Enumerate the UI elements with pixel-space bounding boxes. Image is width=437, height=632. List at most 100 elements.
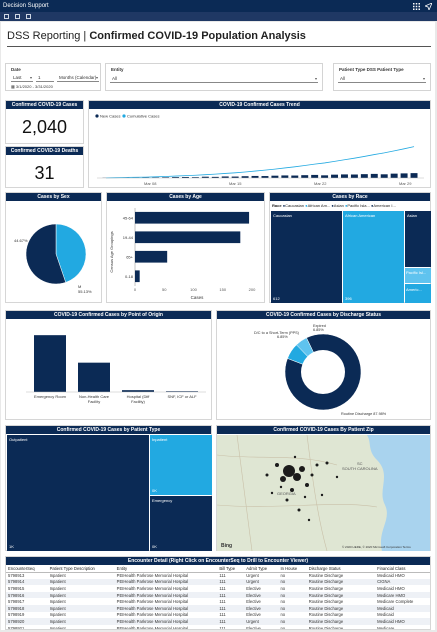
age-category-label: 65+ bbox=[126, 254, 133, 259]
race-tile-american-indian[interactable]: Americ... bbox=[405, 284, 431, 303]
table-row[interactable]: 5798913 Inpatient PEIHealth Parkrose Memor… bbox=[6, 572, 430, 579]
race-tile-pacific[interactable]: Pacific Isl... bbox=[405, 268, 431, 283]
bookmark-icon[interactable] bbox=[15, 14, 20, 19]
age-ylabel: Census Age Groupings bbox=[109, 231, 114, 272]
table-row[interactable]: 5798915 Inpatient PEIHealth Parkrose Memor… bbox=[6, 585, 430, 592]
patient-type-select[interactable]: All ▾ bbox=[338, 76, 426, 83]
origin-chart-card: COVID-19 Confirmed Cases by Point of Ori… bbox=[5, 310, 212, 420]
table-cell: Inpatient bbox=[49, 585, 66, 591]
encounterseq-cell[interactable]: 5798916 bbox=[6, 591, 48, 599]
table-row[interactable]: 5798916 Inpatient PEIHealth Parkrose Memor… bbox=[6, 591, 430, 599]
calendar-icon[interactable]: ▦ bbox=[11, 84, 16, 89]
col-patient-type[interactable]: Patient Type Description bbox=[47, 565, 115, 573]
send-icon[interactable] bbox=[425, 2, 432, 10]
trend-bar bbox=[211, 176, 219, 178]
table-cell: Urgent bbox=[244, 578, 279, 586]
race-tile-asian[interactable]: Asian bbox=[405, 211, 431, 267]
sex-chart-card: Cases by Sex 44.67% M 55.13% bbox=[5, 192, 102, 303]
origin-bar[interactable] bbox=[122, 390, 154, 392]
table-cell: Routine Discharge bbox=[308, 573, 344, 579]
map-state-sc: SOUTH CAROLINA bbox=[342, 466, 378, 471]
race-tile-caucasian[interactable]: Caucasian 612 bbox=[271, 211, 342, 303]
origin-chart-title: COVID-19 Confirmed Cases by Point of Ori… bbox=[6, 311, 211, 319]
date-mode-select[interactable]: Last ▾ bbox=[11, 75, 33, 82]
age-bar-0-18[interactable] bbox=[135, 270, 140, 283]
origin-bar[interactable] bbox=[166, 391, 198, 392]
origin-category-label: Emergency Room bbox=[34, 394, 67, 399]
age-x-tick: 50 bbox=[162, 287, 167, 292]
encounterseq-cell[interactable]: 5798914 bbox=[6, 578, 48, 586]
patient-type-tile-outpatient[interactable]: Outpatient 1K bbox=[7, 435, 149, 551]
origin-category-label: Facility bbox=[88, 399, 100, 404]
encounterseq-cell[interactable]: 5798917 bbox=[8, 599, 25, 605]
grid-apps-icon[interactable] bbox=[413, 2, 420, 10]
col-discharge-status[interactable]: Discharge Status bbox=[306, 565, 376, 573]
trend-bar bbox=[321, 175, 329, 178]
col-financial-class[interactable]: Financial Class bbox=[375, 565, 430, 573]
patient-type-tile-inpatient[interactable]: Inpatient 0K bbox=[150, 435, 212, 495]
age-category-label: 19-44 bbox=[123, 235, 134, 240]
bing-logo: Bing bbox=[221, 543, 232, 549]
table-cell: 111 bbox=[217, 604, 245, 612]
origin-bar[interactable] bbox=[78, 362, 110, 392]
discharge-label-main: Routine Discharge 87.98% bbox=[341, 412, 387, 416]
legend-dot-icon: ● bbox=[344, 203, 348, 208]
entity-select[interactable]: All ▾ bbox=[110, 76, 318, 83]
cases-kpi-value: 2,040 bbox=[21, 117, 68, 137]
pie-slice-m[interactable] bbox=[25, 223, 67, 285]
encounterseq-cell[interactable]: 5798921 bbox=[8, 625, 25, 630]
table-cell: Inpatient bbox=[47, 591, 115, 599]
table-cell: Urgent bbox=[244, 618, 279, 625]
filter-icon[interactable] bbox=[26, 14, 31, 19]
table-cell: Inpatient bbox=[47, 578, 115, 586]
table-row[interactable]: 5798919 Inpatient PEIHealth Parkrose Memor… bbox=[6, 612, 430, 619]
date-filter: Date Last ▾ 1 Months (Calendar) ▾ ▦ 3/1/20… bbox=[5, 63, 101, 91]
table-cell: Medicare HMO bbox=[375, 591, 430, 599]
table-cell: CIGNA bbox=[375, 578, 430, 586]
zip-map[interactable]: SOUTH CAROLINA GEORGIA SC Bing © 2020 HE… bbox=[217, 435, 430, 551]
race-tile-african-american[interactable]: African American 396 bbox=[343, 211, 404, 303]
encounterseq-cell[interactable]: 5798915 bbox=[8, 585, 25, 591]
age-bar-65+[interactable] bbox=[135, 250, 168, 263]
home-icon[interactable] bbox=[4, 14, 9, 19]
age-bar-45-64[interactable] bbox=[135, 211, 250, 224]
encounterseq-cell[interactable]: 5798913 bbox=[8, 573, 25, 579]
age-bar-19-44[interactable] bbox=[135, 231, 241, 244]
table-row[interactable]: 5798914 Inpatient PEIHealth Parkrose Memor… bbox=[6, 578, 430, 586]
trend-bar bbox=[291, 175, 299, 178]
discharge-donut-chart: Expired 6.85% D/C to a Short-Term (PPS) … bbox=[254, 324, 387, 416]
encounterseq-cell[interactable]: 5798920 bbox=[6, 618, 48, 625]
col-admit-type[interactable]: Admit Type bbox=[244, 565, 279, 573]
col-encounterseq[interactable]: EncounterSeq bbox=[6, 565, 48, 573]
encounterseq-cell[interactable]: 5798918 bbox=[6, 604, 48, 612]
col-in-house[interactable]: In House bbox=[278, 565, 307, 573]
encounterseq-cell[interactable]: 5798919 bbox=[8, 612, 25, 618]
table-cell: PEIHealth Parkrose Memorial Hospital bbox=[116, 585, 189, 591]
trend-tick-2: Mar 22 bbox=[314, 181, 327, 186]
table-cell: Elective bbox=[246, 599, 261, 605]
chevron-down-icon: ▾ bbox=[314, 76, 317, 81]
sex-label-small-name: M bbox=[78, 284, 81, 289]
table-row[interactable]: 5798920 Inpatient PEIHealth Parkrose Memor… bbox=[6, 618, 430, 625]
date-unit-select[interactable]: Months (Calendar) ▾ bbox=[57, 75, 99, 82]
legend-cum-swatch bbox=[122, 114, 126, 118]
patient-type-tile-emergency[interactable]: Emergency 0K bbox=[150, 496, 212, 551]
table-cell: Routine Discharge bbox=[308, 625, 344, 630]
trend-tick-3: Mar 29 bbox=[399, 181, 412, 186]
table-row[interactable]: 5798917 Inpatient PEIHealth Parkrose Memor… bbox=[6, 598, 430, 605]
col-entity[interactable]: Entity bbox=[114, 565, 218, 573]
table-row[interactable]: 5798918 Inpatient PEIHealth Parkrose Memor… bbox=[6, 604, 430, 612]
table-cell: no bbox=[280, 625, 286, 630]
date-count-input[interactable]: 1 bbox=[36, 74, 54, 82]
pie-slice-f[interactable] bbox=[55, 223, 87, 283]
table-cell: Inpatient bbox=[47, 604, 115, 612]
origin-bar[interactable] bbox=[34, 335, 66, 392]
col-bill-type[interactable]: Bill Type bbox=[217, 565, 245, 573]
trend-bar bbox=[261, 176, 269, 178]
table-cell: Elective bbox=[244, 604, 279, 612]
table-cell: PEIHealth Parkrose Memorial Hospital bbox=[116, 599, 189, 605]
table-row[interactable]: 5798921 Inpatient PEIHealth Parkrose Memor… bbox=[6, 625, 430, 630]
trend-bar bbox=[221, 176, 229, 178]
sex-label-small-pct: 55.13% bbox=[78, 289, 92, 294]
